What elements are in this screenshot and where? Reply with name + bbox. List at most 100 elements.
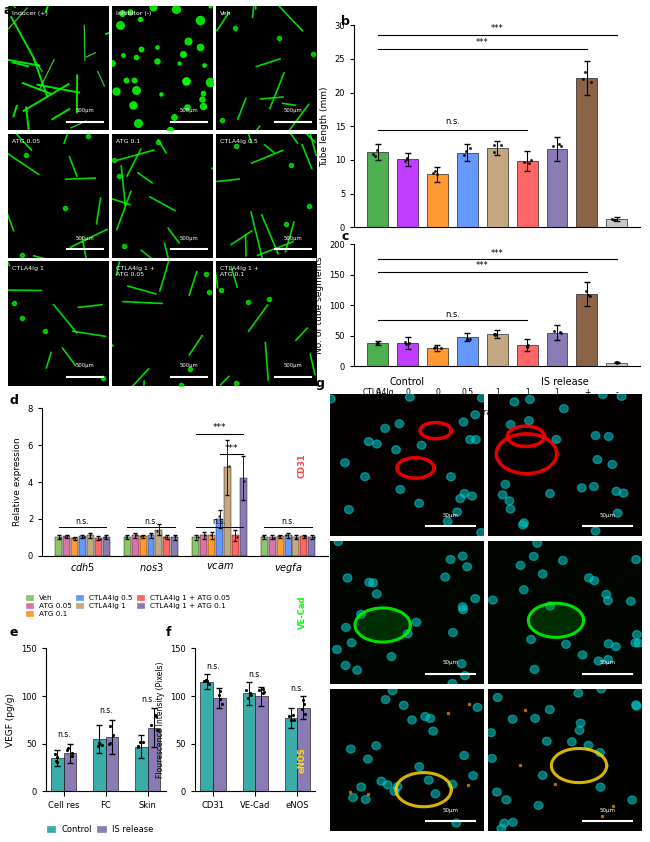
Text: n.s.: n.s.: [75, 517, 89, 526]
Circle shape: [365, 438, 373, 445]
Text: 500μm: 500μm: [179, 363, 198, 368]
Text: 0.05: 0.05: [519, 281, 536, 290]
Text: g: g: [315, 377, 324, 391]
Circle shape: [458, 660, 466, 668]
Circle shape: [534, 802, 543, 809]
Text: ***: ***: [476, 38, 489, 47]
Circle shape: [395, 419, 404, 428]
Text: 1: 1: [525, 264, 530, 274]
Text: ***: ***: [225, 444, 238, 453]
Y-axis label: Relative expression: Relative expression: [13, 438, 22, 526]
Bar: [308, 537, 315, 556]
Circle shape: [578, 651, 587, 659]
Circle shape: [461, 672, 469, 679]
Circle shape: [463, 562, 471, 571]
Text: CD31: CD31: [298, 453, 307, 477]
Circle shape: [453, 508, 461, 516]
Text: 0: 0: [465, 397, 470, 406]
Circle shape: [595, 749, 604, 757]
Bar: [457, 152, 478, 227]
Circle shape: [426, 714, 435, 722]
Bar: [457, 337, 478, 366]
Text: 500μm: 500μm: [75, 236, 94, 241]
Circle shape: [499, 491, 507, 498]
Circle shape: [333, 646, 341, 653]
Circle shape: [531, 714, 540, 722]
Text: CTLA4Ig: CTLA4Ig: [363, 387, 395, 397]
Circle shape: [632, 702, 641, 710]
Circle shape: [384, 781, 392, 789]
Circle shape: [505, 497, 514, 505]
Bar: [261, 537, 268, 556]
Text: n.s.: n.s.: [445, 117, 460, 126]
Circle shape: [460, 418, 468, 426]
Bar: [208, 536, 215, 556]
Text: Veh: Veh: [220, 11, 231, 16]
Text: -: -: [616, 387, 618, 397]
Text: n.s.: n.s.: [57, 730, 70, 739]
Circle shape: [604, 656, 612, 663]
Circle shape: [441, 573, 449, 581]
Text: ATG 0.1: ATG 0.1: [116, 139, 140, 144]
Text: n.s.: n.s.: [445, 310, 460, 319]
Bar: [87, 536, 94, 556]
Bar: [285, 536, 292, 556]
Legend: Control, IS release: Control, IS release: [44, 822, 157, 837]
Circle shape: [506, 505, 515, 513]
Text: 50μm: 50μm: [600, 807, 616, 813]
Circle shape: [501, 481, 510, 488]
Circle shape: [519, 521, 527, 529]
Circle shape: [424, 776, 433, 784]
Text: 0: 0: [465, 281, 470, 290]
Circle shape: [361, 796, 370, 803]
Circle shape: [456, 494, 465, 503]
Circle shape: [619, 489, 628, 497]
Circle shape: [392, 445, 400, 454]
Circle shape: [530, 552, 538, 561]
Circle shape: [341, 459, 349, 466]
Bar: [79, 536, 86, 556]
Text: CTLA4Ig 1: CTLA4Ig 1: [12, 266, 44, 271]
Text: 0: 0: [495, 397, 500, 406]
Circle shape: [546, 602, 554, 610]
Circle shape: [577, 719, 585, 727]
Bar: [103, 537, 110, 556]
Circle shape: [429, 727, 437, 735]
Text: +: +: [584, 264, 590, 274]
Circle shape: [448, 679, 457, 687]
Text: ATG: ATG: [363, 397, 378, 406]
Circle shape: [612, 488, 621, 495]
Circle shape: [599, 391, 607, 398]
Text: 500μm: 500μm: [179, 108, 198, 113]
Circle shape: [519, 586, 528, 594]
Bar: [124, 537, 131, 556]
Circle shape: [353, 666, 361, 674]
Bar: [292, 537, 300, 556]
Circle shape: [408, 716, 417, 724]
Bar: [577, 294, 597, 366]
Circle shape: [460, 489, 469, 498]
Circle shape: [592, 432, 600, 440]
Circle shape: [477, 529, 486, 536]
Circle shape: [488, 754, 497, 762]
Circle shape: [400, 701, 408, 709]
Circle shape: [471, 411, 480, 418]
Bar: [367, 343, 388, 366]
Circle shape: [493, 788, 501, 796]
Bar: [140, 536, 146, 556]
Circle shape: [431, 790, 439, 798]
Bar: [517, 161, 538, 227]
Y-axis label: VEGF (pg/g): VEGF (pg/g): [6, 693, 15, 747]
Circle shape: [552, 435, 561, 444]
Text: a: a: [3, 4, 12, 17]
Text: Inhibitor (-): Inhibitor (-): [116, 11, 151, 16]
Text: n.s.: n.s.: [291, 685, 304, 693]
Circle shape: [396, 486, 404, 493]
Text: ***: ***: [213, 424, 226, 432]
Circle shape: [590, 577, 599, 584]
Circle shape: [326, 395, 335, 402]
Bar: [71, 538, 78, 556]
Bar: [192, 537, 200, 556]
Text: 500μm: 500μm: [75, 108, 94, 113]
Bar: [427, 174, 448, 227]
